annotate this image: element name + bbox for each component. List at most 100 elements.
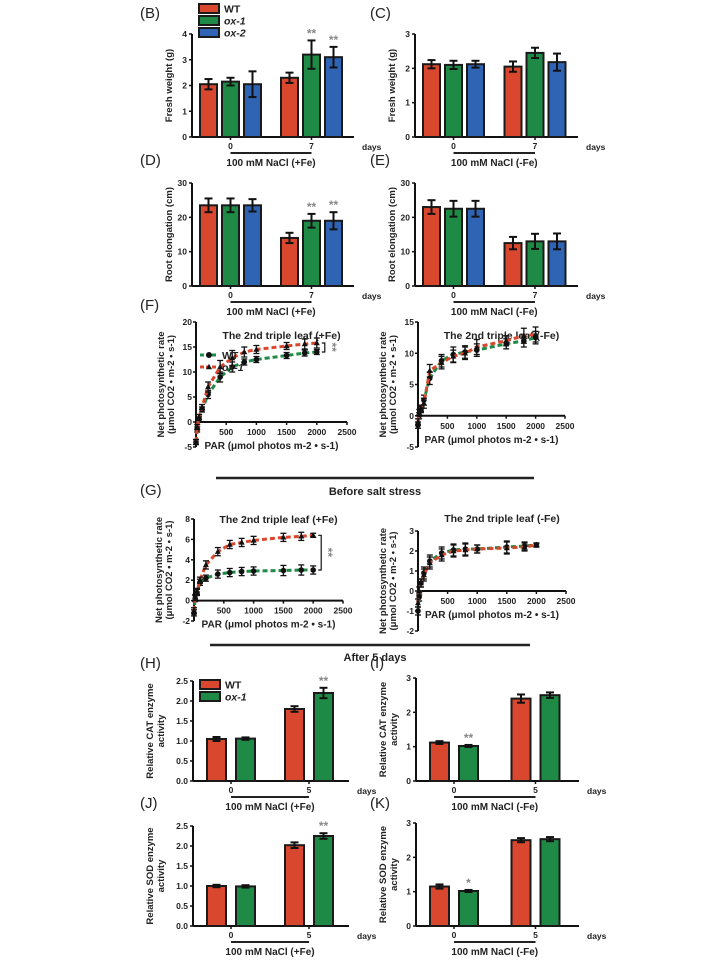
- x-tick-label: 7: [309, 290, 314, 300]
- treatment-label: 100 mM NaCl (-Fe): [451, 158, 538, 169]
- y-tick-label: 0.0: [176, 921, 188, 931]
- data-point-ox-1: [533, 541, 540, 548]
- panel-label: (E): [370, 152, 390, 169]
- bar-wt: [199, 204, 218, 287]
- bar-ox-1: [235, 885, 256, 928]
- treatment-label: 100 mM NaCl (+Fe): [225, 947, 314, 958]
- data-point-ox-1: [415, 599, 421, 606]
- y-tick-label: 0: [406, 776, 411, 786]
- bar-ox-1: [221, 204, 240, 287]
- x-tick-label: 1500: [497, 596, 516, 606]
- y-tick-label: 1.0: [176, 736, 188, 746]
- bar-ox-1: [444, 63, 463, 138]
- chart-title: The 2nd triple leaf (+Fe): [222, 330, 340, 342]
- bar-ox-2: [243, 204, 262, 287]
- y-axis-label: Net photosynthetic rate: [154, 517, 165, 623]
- legend-swatch-ox-1: [199, 691, 221, 702]
- data-point-ox-1: [196, 577, 203, 583]
- x-tick-label: 2000: [526, 421, 545, 431]
- data-point-wt: [298, 567, 305, 573]
- y-tick-label: 30: [178, 178, 188, 188]
- y-tick-label: 10: [405, 348, 415, 358]
- data-point-ox-1: [310, 532, 317, 538]
- treatment-label: 100 mM NaCl (+Fe): [225, 802, 314, 813]
- panel-label: (G): [140, 482, 162, 499]
- x-tick-label: 0: [452, 930, 457, 940]
- significance-marker: **: [325, 343, 339, 353]
- legend-swatch-wt: [199, 679, 221, 690]
- x-tick-label: 5: [533, 930, 538, 940]
- x-tick-label: 0: [451, 290, 456, 300]
- treatment-label: 100 mM NaCl (+Fe): [226, 158, 315, 169]
- bar-ox-2: [547, 61, 567, 138]
- y-tick-label: 0: [405, 132, 410, 142]
- data-point-ox-1: [462, 546, 469, 553]
- data-point-wt: [314, 349, 320, 355]
- y-axis-label: Relative SOD enzyme: [378, 826, 389, 923]
- y-axis-label: Relative CAT enzyme: [378, 682, 389, 777]
- y-tick-label: -5: [184, 442, 192, 452]
- x-tick-label: 0: [228, 290, 233, 300]
- x-tick-label: 2500: [556, 421, 575, 431]
- y-axis-label-2: (μmol CO2 • m-2 • s-1): [164, 520, 175, 619]
- significance-marker: **: [307, 26, 317, 40]
- fit-curve-ox-1: [194, 341, 317, 443]
- data-point-ox-1: [241, 348, 248, 355]
- data-point-ox-1: [199, 403, 206, 410]
- legend-swatch-ox-2: [198, 27, 220, 38]
- data-point-wt: [253, 356, 260, 363]
- y-axis-label: Fresh weight (g): [164, 49, 175, 122]
- x-unit-label: days: [362, 291, 382, 301]
- y-tick-label: 2: [409, 546, 414, 556]
- y-tick-label: 10: [178, 247, 188, 257]
- x-unit-label: days: [586, 291, 606, 301]
- y-tick-label: 2.0: [176, 841, 188, 851]
- x-tick-label: 7: [533, 141, 538, 151]
- data-point-ox-1: [283, 342, 290, 349]
- chart-title: The 2nd triple leaf (+Fe): [219, 514, 337, 526]
- treatment-label: 100 mM NaCl (+Fe): [226, 307, 315, 318]
- bar-ox-2: [466, 207, 485, 287]
- section-label-before: Before salt stress: [329, 486, 421, 498]
- y-tick-label: 10: [401, 247, 411, 257]
- x-tick-label: 0: [452, 785, 457, 795]
- data-point-ox-1: [202, 561, 209, 568]
- data-point-ox-1: [313, 339, 320, 346]
- y-axis-label-2: (μmol CO2 • m-2 • s-1): [388, 531, 399, 630]
- y-axis-label-2: (μmol CO2 • m-2 • s-1): [166, 335, 177, 434]
- y-tick-label: 6: [185, 534, 190, 544]
- chart-panel-f1: (F) -5 0 5 10 15 20 500 1000 1500 2000 2500 PAR (μmo…: [140, 297, 357, 452]
- fit-curve-wt: [416, 336, 536, 426]
- y-tick-label: 2.5: [176, 676, 188, 686]
- x-tick-label: 0: [229, 930, 234, 940]
- y-axis-label: Fresh weight (g): [387, 49, 398, 122]
- significance-marker: **: [321, 548, 335, 558]
- bar-wt: [429, 885, 450, 927]
- x-tick-label: 2000: [307, 427, 326, 437]
- x-tick-label: 0: [228, 141, 233, 151]
- x-tick-label: 1500: [274, 606, 293, 616]
- data-point-wt: [215, 571, 221, 577]
- legend-label: ox-1: [224, 16, 246, 28]
- x-tick-label: 1000: [467, 421, 486, 431]
- y-tick-label: 1.0: [176, 881, 188, 891]
- x-tick-label: 0: [451, 141, 456, 151]
- legend-label: WT: [222, 350, 239, 362]
- chart-panel-c: (C) 0 1 2 3 Fresh weight (g) 0 7 days 100 mM NaCl…: [370, 5, 606, 169]
- x-unit-label: days: [587, 786, 607, 796]
- bar-ox-1: [444, 207, 463, 287]
- data-point-ox-1: [503, 337, 510, 343]
- y-axis-label-2: activity: [389, 712, 400, 745]
- bar-ox-1: [539, 838, 561, 927]
- bar-wt: [510, 697, 532, 782]
- legend-swatch-ox-1: [198, 15, 220, 26]
- y-tick-label: 3: [409, 526, 414, 536]
- y-tick-label: 10: [183, 367, 193, 377]
- bar-wt: [422, 206, 441, 288]
- bar-ox-1: [221, 80, 240, 138]
- bar-ox-2: [324, 219, 343, 287]
- y-tick-label: 1: [405, 98, 410, 108]
- bar-wt: [280, 76, 299, 138]
